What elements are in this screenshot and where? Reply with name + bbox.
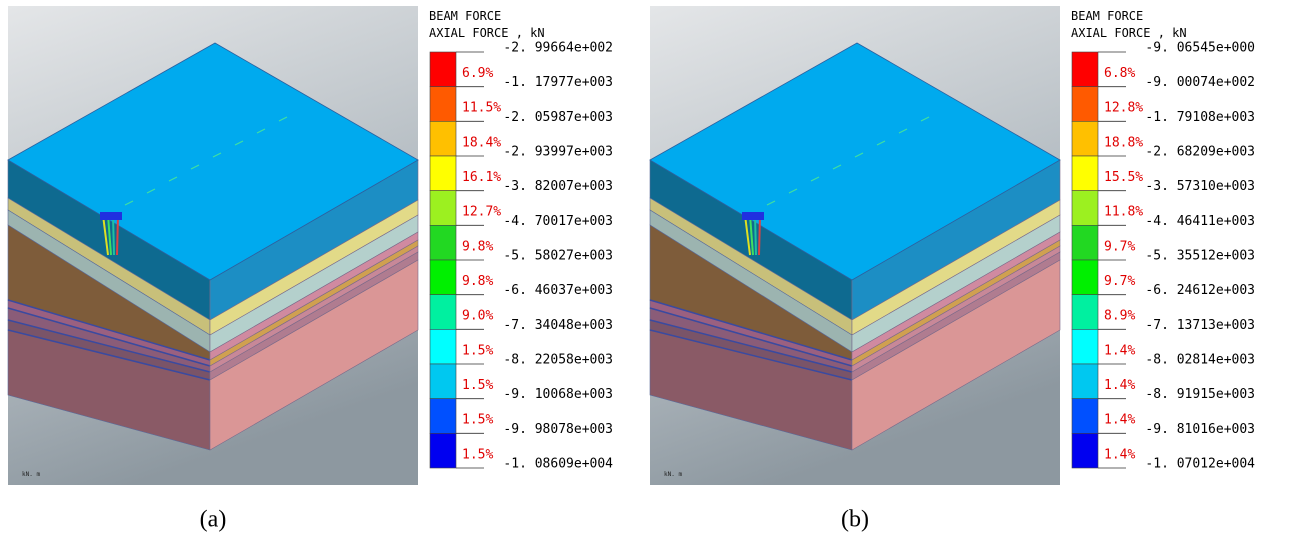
pile [113,215,114,255]
legend-percent: 9.8% [462,239,493,254]
legend-level: -2. 68209e+003 [1145,145,1255,160]
legend-swatch [1072,433,1098,468]
unit-label: kN. m [22,471,40,478]
panel: kN. m BEAM FORCE AXIAL FORCE , kN 6.9% 11.5%… [8,6,613,533]
legend-level: -7. 13713e+003 [1145,318,1255,333]
legend-level: -5. 58027e+003 [503,249,613,264]
legend-level: -9. 81016e+003 [1145,422,1255,437]
legend-title: BEAM FORCE [1071,9,1143,23]
model-view: kN. m [650,6,1060,485]
pile [759,215,760,255]
legend-percent: 1.5% [462,447,493,462]
legend-percent: 9.8% [462,274,493,289]
legend-percent: 18.4% [462,135,501,150]
legend-swatch [1072,364,1098,399]
legend-level: -2. 93997e+003 [503,145,613,160]
legend-level: -1. 08609e+004 [503,457,613,472]
legend-level: -1. 07012e+004 [1145,457,1255,472]
legend-level: -9. 06545e+000 [1145,41,1255,56]
legend-title: AXIAL FORCE , kN [1071,26,1187,40]
pile-cap [100,212,122,220]
legend-percent: 6.9% [462,66,493,81]
legend-swatch [1072,87,1098,122]
legend-level: -8. 02814e+003 [1145,353,1255,368]
legend-percent: 1.5% [462,413,493,428]
legend-level: -4. 70017e+003 [503,214,613,229]
legend-level: -4. 46411e+003 [1145,214,1255,229]
pile [117,215,118,255]
panel: kN. m BEAM FORCE AXIAL FORCE , kN 6.8% 12.8%… [650,6,1255,533]
legend: BEAM FORCE AXIAL FORCE , kN 6.9% 11.5% 18.4%… [429,9,613,472]
legend-percent: 9.7% [1104,274,1135,289]
legend-level: -6. 24612e+003 [1145,283,1255,298]
legend-swatch [430,52,456,87]
legend-level: -7. 34048e+003 [503,318,613,333]
legend-percent: 1.4% [1104,343,1135,358]
legend-swatch [430,260,456,295]
legend: BEAM FORCE AXIAL FORCE , kN 6.8% 12.8% 18.8%… [1071,9,1255,472]
legend-title: BEAM FORCE [429,9,501,23]
legend-swatch [430,87,456,122]
pile [755,215,756,255]
legend-level: -9. 10068e+003 [503,387,613,402]
legend-percent: 1.5% [462,343,493,358]
caption: (b) [841,507,869,533]
legend-percent: 6.8% [1104,66,1135,81]
legend-swatch [1072,121,1098,156]
legend-swatch [430,399,456,434]
legend-swatch [1072,156,1098,191]
legend-level: -8. 22058e+003 [503,353,613,368]
figure: kN. m BEAM FORCE AXIAL FORCE , kN 6.9% 11.5%… [0,0,1295,538]
legend-level: -8. 91915e+003 [1145,387,1255,402]
legend-percent: 1.4% [1104,413,1135,428]
legend-level: -2. 99664e+002 [503,41,613,56]
legend-level: -9. 98078e+003 [503,422,613,437]
legend-swatch [1072,225,1098,260]
legend-swatch [1072,260,1098,295]
legend-level: -3. 57310e+003 [1145,179,1255,194]
legend-percent: 18.8% [1104,135,1143,150]
legend-level: -1. 79108e+003 [1145,110,1255,125]
legend-percent: 9.7% [1104,239,1135,254]
legend-percent: 11.5% [462,101,501,116]
legend-percent: 16.1% [462,170,501,185]
legend-swatch [430,225,456,260]
legend-percent: 12.8% [1104,101,1143,116]
legend-swatch [430,433,456,468]
legend-percent: 15.5% [1104,170,1143,185]
legend-swatch [430,121,456,156]
legend-percent: 1.4% [1104,378,1135,393]
legend-title: AXIAL FORCE , kN [429,26,545,40]
legend-swatch [1072,191,1098,226]
legend-swatch [1072,52,1098,87]
legend-swatch [430,364,456,399]
legend-percent: 11.8% [1104,205,1143,220]
legend-percent: 8.9% [1104,309,1135,324]
legend-swatch [430,156,456,191]
legend-level: -5. 35512e+003 [1145,249,1255,264]
legend-swatch [1072,329,1098,364]
legend-level: -1. 17977e+003 [503,75,613,90]
legend-level: -6. 46037e+003 [503,283,613,298]
legend-percent: 12.7% [462,205,501,220]
pile-cap [742,212,764,220]
legend-level: -9. 00074e+002 [1145,75,1255,90]
model-view: kN. m [8,6,418,485]
legend-level: -3. 82007e+003 [503,179,613,194]
legend-swatch [1072,295,1098,330]
legend-swatch [430,191,456,226]
caption: (a) [200,507,227,533]
legend-percent: 9.0% [462,309,493,324]
unit-label: kN. m [664,471,682,478]
legend-swatch [430,295,456,330]
legend-percent: 1.4% [1104,447,1135,462]
legend-swatch [430,329,456,364]
legend-percent: 1.5% [462,378,493,393]
legend-swatch [1072,399,1098,434]
legend-level: -2. 05987e+003 [503,110,613,125]
